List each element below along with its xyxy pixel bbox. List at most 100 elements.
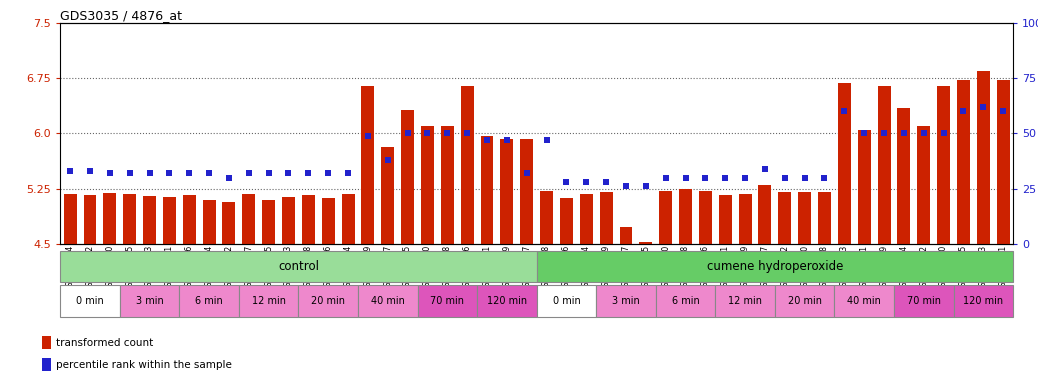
Bar: [894, 285, 954, 317]
Point: [717, 174, 734, 181]
Point: [181, 170, 197, 176]
Point: [975, 104, 991, 110]
Point: [300, 170, 317, 176]
Bar: [898, 108, 910, 244]
Text: 0 min: 0 min: [552, 296, 580, 306]
Bar: [322, 198, 334, 244]
Bar: [937, 86, 950, 244]
Bar: [401, 110, 414, 244]
Bar: [104, 193, 116, 244]
Text: 40 min: 40 min: [371, 296, 405, 306]
Bar: [835, 285, 894, 317]
Bar: [500, 139, 514, 244]
Bar: [282, 197, 295, 244]
Bar: [60, 251, 537, 282]
Text: 40 min: 40 min: [847, 296, 881, 306]
Bar: [421, 126, 434, 244]
Point: [200, 170, 217, 176]
Text: 6 min: 6 min: [195, 296, 223, 306]
Point: [82, 168, 99, 174]
Bar: [163, 197, 175, 244]
Bar: [918, 126, 930, 244]
Point: [698, 174, 714, 181]
Text: transformed count: transformed count: [56, 338, 154, 348]
Bar: [739, 194, 752, 244]
Bar: [620, 227, 632, 244]
Text: GDS3035 / 4876_at: GDS3035 / 4876_at: [60, 9, 183, 22]
Text: 12 min: 12 min: [251, 296, 285, 306]
Point: [598, 179, 614, 185]
Point: [916, 131, 932, 137]
Bar: [143, 196, 156, 244]
Bar: [559, 198, 573, 244]
Point: [776, 174, 793, 181]
Bar: [596, 285, 656, 317]
Point: [737, 174, 754, 181]
Bar: [242, 194, 255, 244]
Point: [578, 179, 595, 185]
Point: [618, 184, 634, 190]
Point: [280, 170, 297, 176]
Text: 70 min: 70 min: [907, 296, 940, 306]
Bar: [202, 200, 216, 244]
Point: [657, 174, 674, 181]
Bar: [977, 71, 990, 244]
Bar: [759, 185, 771, 244]
Text: 3 min: 3 min: [136, 296, 163, 306]
Point: [994, 108, 1011, 114]
Bar: [774, 285, 835, 317]
Point: [419, 131, 436, 137]
Text: control: control: [278, 260, 319, 273]
Bar: [83, 195, 97, 244]
Point: [121, 170, 138, 176]
Bar: [600, 192, 612, 244]
Bar: [361, 86, 375, 244]
Bar: [60, 285, 119, 317]
Bar: [381, 147, 394, 244]
Text: 12 min: 12 min: [728, 296, 762, 306]
Bar: [477, 285, 537, 317]
Text: 70 min: 70 min: [431, 296, 464, 306]
Text: 120 min: 120 min: [963, 296, 1004, 306]
Point: [339, 170, 356, 176]
Point: [261, 170, 277, 176]
Point: [955, 108, 972, 114]
Point: [359, 132, 376, 139]
Text: 6 min: 6 min: [672, 296, 700, 306]
Point: [816, 174, 832, 181]
Point: [935, 131, 952, 137]
Point: [400, 131, 416, 137]
Bar: [656, 285, 715, 317]
Text: 120 min: 120 min: [487, 296, 527, 306]
Bar: [715, 285, 774, 317]
Point: [380, 157, 397, 163]
Bar: [699, 191, 712, 244]
Bar: [481, 136, 493, 244]
Point: [102, 170, 118, 176]
Bar: [63, 194, 77, 244]
Bar: [302, 195, 315, 244]
Bar: [679, 189, 692, 244]
Bar: [718, 195, 732, 244]
Bar: [42, 358, 51, 371]
Bar: [838, 83, 851, 244]
Bar: [996, 81, 1010, 244]
Point: [320, 170, 336, 176]
Bar: [954, 285, 1013, 317]
Bar: [299, 285, 358, 317]
Point: [896, 131, 912, 137]
Bar: [957, 81, 969, 244]
Bar: [180, 285, 239, 317]
Bar: [520, 139, 534, 244]
Point: [161, 170, 177, 176]
Bar: [42, 336, 51, 349]
Point: [677, 174, 693, 181]
Text: percentile rank within the sample: percentile rank within the sample: [56, 360, 231, 370]
Bar: [183, 195, 196, 244]
Bar: [461, 86, 473, 244]
Point: [141, 170, 158, 176]
Bar: [342, 194, 355, 244]
Bar: [119, 285, 180, 317]
Point: [62, 168, 79, 174]
Point: [518, 170, 535, 176]
